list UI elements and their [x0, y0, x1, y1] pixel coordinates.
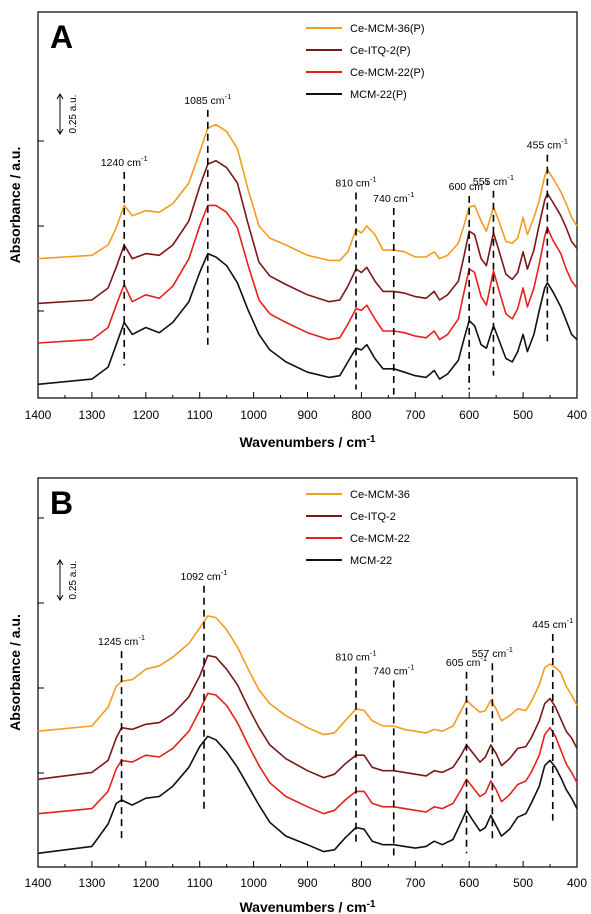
series-line [37, 692, 578, 815]
y-axis-title: Absorbance / a.u. [7, 614, 23, 731]
x-axis-title: Wavenumbers / cm-1 [239, 899, 375, 914]
series-line [37, 204, 578, 344]
x-tick-label: 500 [513, 408, 533, 422]
x-axis-title: Wavenumbers / cm-1 [239, 434, 375, 450]
series-line [37, 654, 578, 781]
annotation-label: 1245 cm-1 [98, 633, 145, 648]
annotation-label: 600 cm-1 [449, 178, 490, 193]
annotation-label: 1085 cm-1 [184, 92, 231, 107]
x-tick-label: 1300 [79, 408, 106, 422]
chart-panel-b: 1400 1300 1200 1100 1000 900 800 700 600 500 400 Wa… [7, 477, 587, 914]
annotation-label: 740 cm-1 [373, 190, 414, 205]
panel-label: B [50, 485, 73, 521]
x-tick-label: 700 [405, 876, 425, 890]
annotation-label: 810 cm-1 [335, 174, 376, 189]
x-tick-label: 400 [567, 408, 587, 422]
x-tick-label: 600 [459, 876, 479, 890]
plot-frame [37, 11, 578, 399]
legend-label: MCM-22(P) [350, 89, 407, 101]
annotation-label: 740 cm-1 [373, 662, 414, 677]
series-line [37, 735, 578, 855]
legend-label: MCM-22 [350, 555, 392, 567]
scale-bar-arrow-down [56, 594, 64, 601]
x-tick-label: 900 [297, 408, 317, 422]
legend-label: Ce-MCM-36 [350, 489, 410, 501]
plot-frame [37, 477, 578, 868]
scale-bar-arrow-up [56, 93, 64, 100]
scale-bar-arrow-up [56, 559, 64, 566]
legend-label: Ce-ITQ-2 [350, 511, 396, 523]
annotation-label: 555 cm-1 [473, 173, 514, 188]
panel-label: A [50, 19, 73, 55]
legend-label: Ce-MCM-22(P) [350, 67, 425, 79]
annotation-label: 810 cm-1 [335, 649, 376, 664]
x-tick-label: 1300 [79, 876, 106, 890]
x-tick-label: 900 [297, 876, 317, 890]
legend-label: Ce-MCM-36(P) [350, 23, 425, 35]
chart-panel-a: 1400 1300 1200 1100 1000 900 800 700 600 500 400 Wa… [7, 11, 587, 450]
annotation-label: 557 cm-1 [472, 645, 513, 660]
legend-label: Ce-ITQ-2(P) [350, 45, 411, 57]
x-tick-label: 800 [351, 408, 371, 422]
series-line [37, 159, 578, 305]
annotation-label: 445 cm-1 [532, 616, 573, 631]
x-tick-label: 1100 [187, 408, 213, 422]
annotation-label: 1092 cm-1 [181, 568, 228, 583]
x-tick-label: 700 [405, 408, 425, 422]
y-axis-title: Absorbance / a.u. [7, 147, 23, 264]
series-line [37, 615, 578, 736]
x-tick-label: 1200 [132, 876, 159, 890]
annotation-label: 455 cm-1 [527, 137, 568, 152]
x-tick-label: 500 [513, 876, 533, 890]
scale-bar-label: 0.25 a.u. [68, 95, 79, 134]
x-tick-label: 800 [351, 876, 371, 890]
annotation-label: 605 cm-1 [446, 654, 487, 669]
annotation-label: 1240 cm-1 [101, 154, 148, 169]
scale-bar-arrow-down [56, 128, 64, 135]
x-tick-label: 600 [459, 408, 479, 422]
scale-bar-label: 0.25 a.u. [68, 561, 79, 600]
x-tick-label: 1400 [25, 408, 52, 422]
series-line [37, 252, 578, 386]
x-tick-label: 1400 [25, 876, 52, 890]
x-tick-label: 1000 [240, 876, 267, 890]
x-tick-label: 400 [567, 876, 587, 890]
x-tick-label: 1000 [240, 408, 267, 422]
legend-label: Ce-MCM-22 [350, 533, 410, 545]
x-tick-label: 1100 [187, 876, 213, 890]
x-tick-label: 1200 [132, 408, 159, 422]
